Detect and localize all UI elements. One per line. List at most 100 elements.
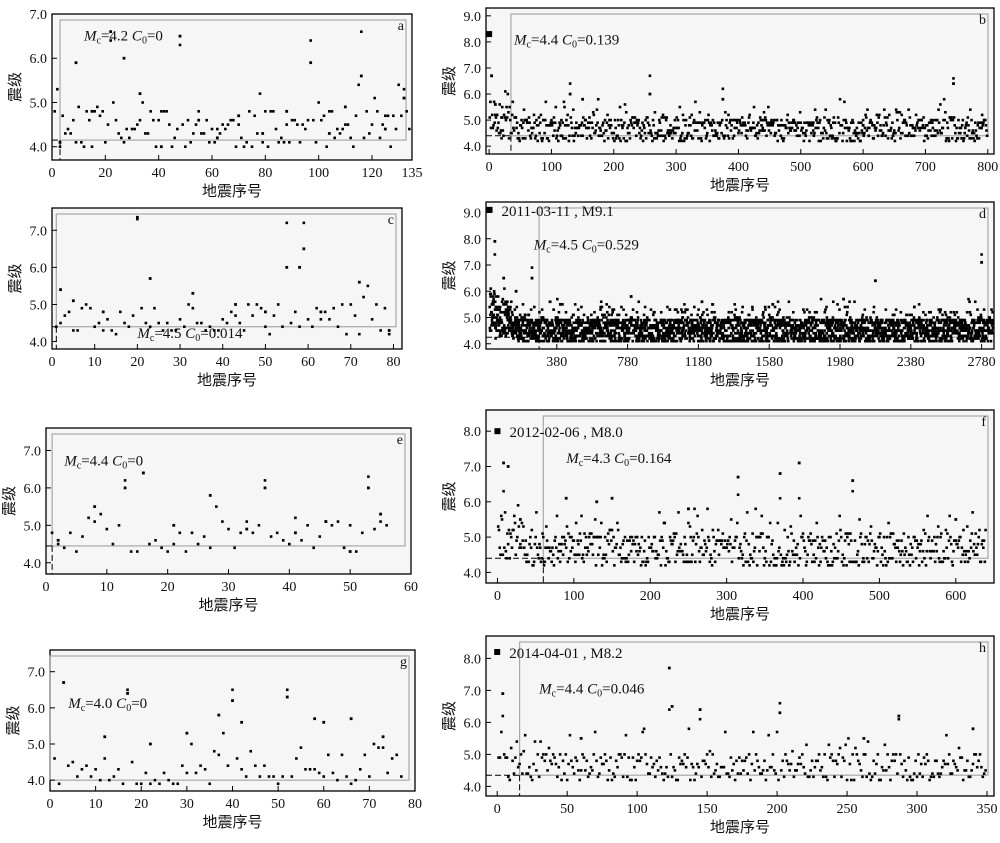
point-f-450 bbox=[839, 535, 843, 539]
point-b-415 bbox=[746, 129, 750, 132]
mc-c0-annotation-d: Mc=4.5 C0=0.529 bbox=[533, 237, 639, 255]
point-d-1428 bbox=[741, 339, 744, 343]
point-d-1441 bbox=[743, 334, 746, 338]
event-point-g-4 bbox=[185, 731, 189, 735]
point-d-633 bbox=[600, 318, 603, 322]
point-b-458 bbox=[773, 134, 776, 138]
point-d-148 bbox=[514, 324, 518, 327]
point-d-466 bbox=[570, 334, 574, 338]
point-c-78 bbox=[383, 306, 387, 310]
point-f-637 bbox=[982, 539, 986, 542]
point-f-223 bbox=[666, 556, 670, 560]
point-f-2 bbox=[497, 528, 501, 532]
point-d-444 bbox=[566, 339, 570, 343]
point-d-39 bbox=[495, 324, 498, 327]
point-b-638 bbox=[885, 124, 889, 127]
point-d-869 bbox=[642, 337, 645, 340]
point-d-2432 bbox=[918, 329, 922, 332]
point-b-104 bbox=[552, 116, 556, 119]
point-d-556 bbox=[586, 318, 590, 322]
point-a-81 bbox=[266, 145, 270, 149]
point-d-2126 bbox=[864, 318, 868, 322]
point-f-143 bbox=[605, 560, 608, 564]
point-a-14 bbox=[88, 118, 91, 122]
point-b-220 bbox=[624, 110, 628, 114]
point-d-2030 bbox=[847, 337, 851, 340]
point-f-208 bbox=[655, 549, 658, 553]
point-f-174 bbox=[629, 535, 632, 539]
point-d-2297 bbox=[894, 308, 898, 311]
point-d-1619 bbox=[774, 318, 778, 322]
point-e-22 bbox=[178, 531, 182, 535]
point-a-75 bbox=[250, 145, 254, 149]
point-d-143 bbox=[513, 308, 517, 311]
point-b-644 bbox=[889, 129, 892, 132]
panel-g: 0 10 20 30 40 50 60 70 804.05.06.07.0地震序号震级gMc=4… bbox=[4, 649, 422, 831]
point-d-889 bbox=[645, 329, 649, 332]
point-a-53 bbox=[192, 132, 195, 135]
point-f-252 bbox=[688, 525, 692, 528]
point-d-577 bbox=[590, 321, 593, 325]
point-d-1534 bbox=[759, 329, 763, 332]
point-d-1763 bbox=[800, 339, 803, 343]
point-d-252 bbox=[532, 331, 536, 335]
point-d-2664 bbox=[959, 324, 963, 327]
point-a-40 bbox=[157, 118, 160, 122]
point-d-1550 bbox=[762, 334, 766, 338]
point-d-2801 bbox=[984, 329, 987, 332]
point-d-2472 bbox=[925, 326, 929, 330]
point-d-2206 bbox=[878, 324, 882, 327]
y-axis-label-c: 震级 bbox=[6, 263, 24, 293]
point-d-2630 bbox=[953, 326, 957, 330]
point-f-163 bbox=[620, 556, 624, 560]
point-d-1325 bbox=[722, 326, 726, 330]
point-d-2534 bbox=[936, 326, 940, 330]
point-f-490 bbox=[870, 539, 874, 542]
point-d-568 bbox=[588, 337, 592, 340]
point-d-1149 bbox=[691, 337, 695, 340]
point-f-114 bbox=[583, 532, 586, 535]
point-d-145 bbox=[513, 316, 517, 319]
point-b-374 bbox=[720, 118, 724, 122]
point-a-42 bbox=[162, 110, 166, 113]
point-d-189 bbox=[521, 303, 525, 306]
point-d-2153 bbox=[869, 329, 872, 332]
point-a-41 bbox=[160, 110, 163, 113]
points-d bbox=[488, 239, 995, 343]
point-f-220 bbox=[664, 564, 667, 567]
point-d-233 bbox=[529, 337, 533, 340]
point-b-797 bbox=[984, 124, 988, 127]
point-f-102 bbox=[574, 560, 577, 564]
point-d-2151 bbox=[868, 339, 872, 343]
point-b-606 bbox=[865, 129, 869, 132]
point-b-206 bbox=[616, 134, 619, 138]
point-f-370 bbox=[778, 496, 782, 500]
point-d-2399 bbox=[912, 324, 916, 327]
point-d-2325 bbox=[899, 318, 903, 322]
point-d-1545 bbox=[761, 321, 765, 325]
point-d-217 bbox=[526, 318, 530, 322]
point-b-494 bbox=[795, 134, 799, 138]
point-d-2208 bbox=[879, 339, 882, 343]
point-d-548 bbox=[585, 337, 588, 340]
panel-letter-f: f bbox=[981, 415, 986, 430]
point-b-401 bbox=[737, 129, 741, 132]
point-f-4 bbox=[499, 553, 502, 557]
point-a-28 bbox=[125, 127, 128, 131]
point-d-732 bbox=[617, 313, 621, 317]
point-g-4 bbox=[66, 764, 70, 767]
point-f-616 bbox=[966, 560, 970, 564]
point-b-562 bbox=[838, 131, 841, 135]
point-f-527 bbox=[898, 560, 902, 564]
point-d-2064 bbox=[853, 324, 857, 327]
point-d-755 bbox=[621, 318, 625, 322]
point-d-839 bbox=[636, 316, 640, 319]
point-b-134 bbox=[571, 134, 574, 138]
point-d-2753 bbox=[975, 321, 979, 325]
point-d-1218 bbox=[703, 329, 707, 332]
point-d-815 bbox=[632, 331, 636, 335]
point-d-789 bbox=[627, 337, 631, 340]
point-d-923 bbox=[651, 334, 655, 338]
point-e-30 bbox=[227, 527, 230, 531]
point-f-402 bbox=[803, 546, 806, 549]
